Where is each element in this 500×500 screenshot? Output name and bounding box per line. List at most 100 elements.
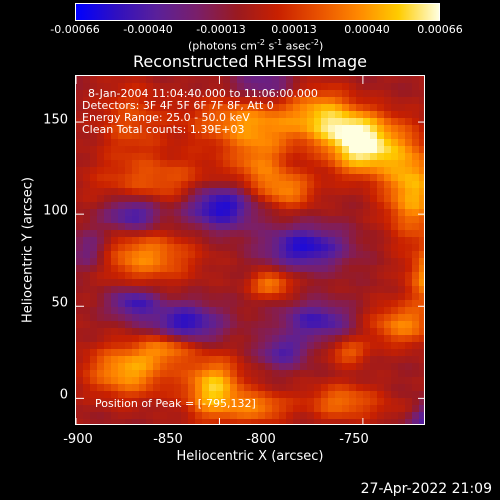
heatmap-cell xyxy=(132,76,140,84)
heatmap-cell xyxy=(328,153,336,161)
heatmap-cell xyxy=(286,307,294,315)
heatmap-cell xyxy=(202,132,210,140)
heatmap-cell xyxy=(223,349,231,357)
heatmap-cell xyxy=(370,188,378,196)
heatmap-cell xyxy=(335,223,343,231)
heatmap-cell xyxy=(209,125,217,133)
heatmap-cell xyxy=(300,139,308,147)
heatmap-cell xyxy=(244,125,252,133)
heatmap-cell xyxy=(349,83,357,91)
heatmap-cell xyxy=(223,146,231,154)
heatmap-cell xyxy=(118,286,126,294)
heatmap-cell xyxy=(300,83,308,91)
heatmap-cell xyxy=(377,370,385,378)
heatmap-cell xyxy=(286,160,294,168)
heatmap-cell xyxy=(293,76,301,84)
heatmap-cell xyxy=(293,97,301,105)
heatmap-cell xyxy=(132,321,140,329)
heatmap-cell xyxy=(356,97,364,105)
heatmap-cell xyxy=(286,300,294,308)
heatmap-cell xyxy=(76,307,84,315)
heatmap-cell xyxy=(391,279,399,287)
heatmap-cell xyxy=(230,125,238,133)
heatmap-cell xyxy=(377,405,385,413)
heatmap-cell xyxy=(349,286,357,294)
heatmap-cell xyxy=(335,328,343,336)
heatmap-cell xyxy=(76,237,84,245)
heatmap-cell xyxy=(202,405,210,413)
heatmap-cell xyxy=(265,244,273,252)
heatmap-cell xyxy=(188,97,196,105)
heatmap-cell xyxy=(342,146,350,154)
heatmap-cell xyxy=(132,405,140,413)
heatmap-cell xyxy=(132,398,140,406)
heatmap-cell xyxy=(286,188,294,196)
heatmap-cell xyxy=(412,83,420,91)
heatmap-cell xyxy=(167,76,175,84)
heatmap-cell xyxy=(237,342,245,350)
heatmap-cell xyxy=(321,384,329,392)
heatmap-cell xyxy=(216,104,224,112)
heatmap-cell xyxy=(209,188,217,196)
heatmap-cell xyxy=(335,384,343,392)
heatmap-cell xyxy=(181,216,189,224)
heatmap-cell xyxy=(188,384,196,392)
colorbar-tick: -0.00066 xyxy=(50,23,100,36)
heatmap-cell xyxy=(265,97,273,105)
heatmap-cell xyxy=(384,202,392,210)
heatmap-cell xyxy=(293,223,301,231)
heatmap-cell xyxy=(300,195,308,203)
x-tick-label: -800 xyxy=(246,432,276,447)
heatmap-cell xyxy=(265,132,273,140)
heatmap-cell xyxy=(314,181,322,189)
heatmap-cell xyxy=(307,153,315,161)
heatmap-cell xyxy=(398,237,406,245)
heatmap-cell xyxy=(384,90,392,98)
heatmap-cell xyxy=(146,272,154,280)
heatmap-cell xyxy=(307,314,315,322)
heatmap-cell xyxy=(209,97,217,105)
heatmap-cell xyxy=(398,286,406,294)
heatmap-cell xyxy=(111,412,119,420)
heatmap-cell xyxy=(342,258,350,266)
heatmap-cell xyxy=(160,293,168,301)
heatmap-cell xyxy=(167,405,175,413)
heatmap-image xyxy=(76,76,424,424)
heatmap-cell xyxy=(188,216,196,224)
heatmap-cell xyxy=(83,188,91,196)
heatmap-cell xyxy=(174,279,182,287)
heatmap-cell xyxy=(146,237,154,245)
heatmap-cell xyxy=(223,265,231,273)
heatmap-cell xyxy=(97,314,105,322)
heatmap-cell xyxy=(321,363,329,371)
heatmap-cell xyxy=(307,223,315,231)
heatmap-cell xyxy=(174,321,182,329)
heatmap-cell xyxy=(237,412,245,420)
heatmap-cell xyxy=(181,279,189,287)
heatmap-cell xyxy=(216,335,224,343)
heatmap-cell xyxy=(356,188,364,196)
heatmap-cell xyxy=(258,132,266,140)
heatmap-cell xyxy=(83,412,91,420)
heatmap-cell xyxy=(230,412,238,420)
heatmap-cell xyxy=(279,293,287,301)
heatmap-cell xyxy=(349,90,357,98)
heatmap-cell xyxy=(251,356,259,364)
heatmap-cell xyxy=(412,244,420,252)
heatmap-cell xyxy=(349,412,357,420)
heatmap-cell xyxy=(90,300,98,308)
heatmap-cell xyxy=(300,398,308,406)
heatmap-cell xyxy=(328,391,336,399)
heatmap-cell xyxy=(307,258,315,266)
heatmap-cell xyxy=(349,111,357,119)
heatmap-cell xyxy=(195,328,203,336)
heatmap-cell xyxy=(181,209,189,217)
heatmap-cell xyxy=(181,181,189,189)
heatmap-cell xyxy=(111,160,119,168)
heatmap-cell xyxy=(300,97,308,105)
heatmap-cell xyxy=(237,209,245,217)
heatmap-cell xyxy=(349,293,357,301)
heatmap-cell xyxy=(405,370,413,378)
heatmap-cell xyxy=(146,412,154,420)
heatmap-cell xyxy=(342,90,350,98)
